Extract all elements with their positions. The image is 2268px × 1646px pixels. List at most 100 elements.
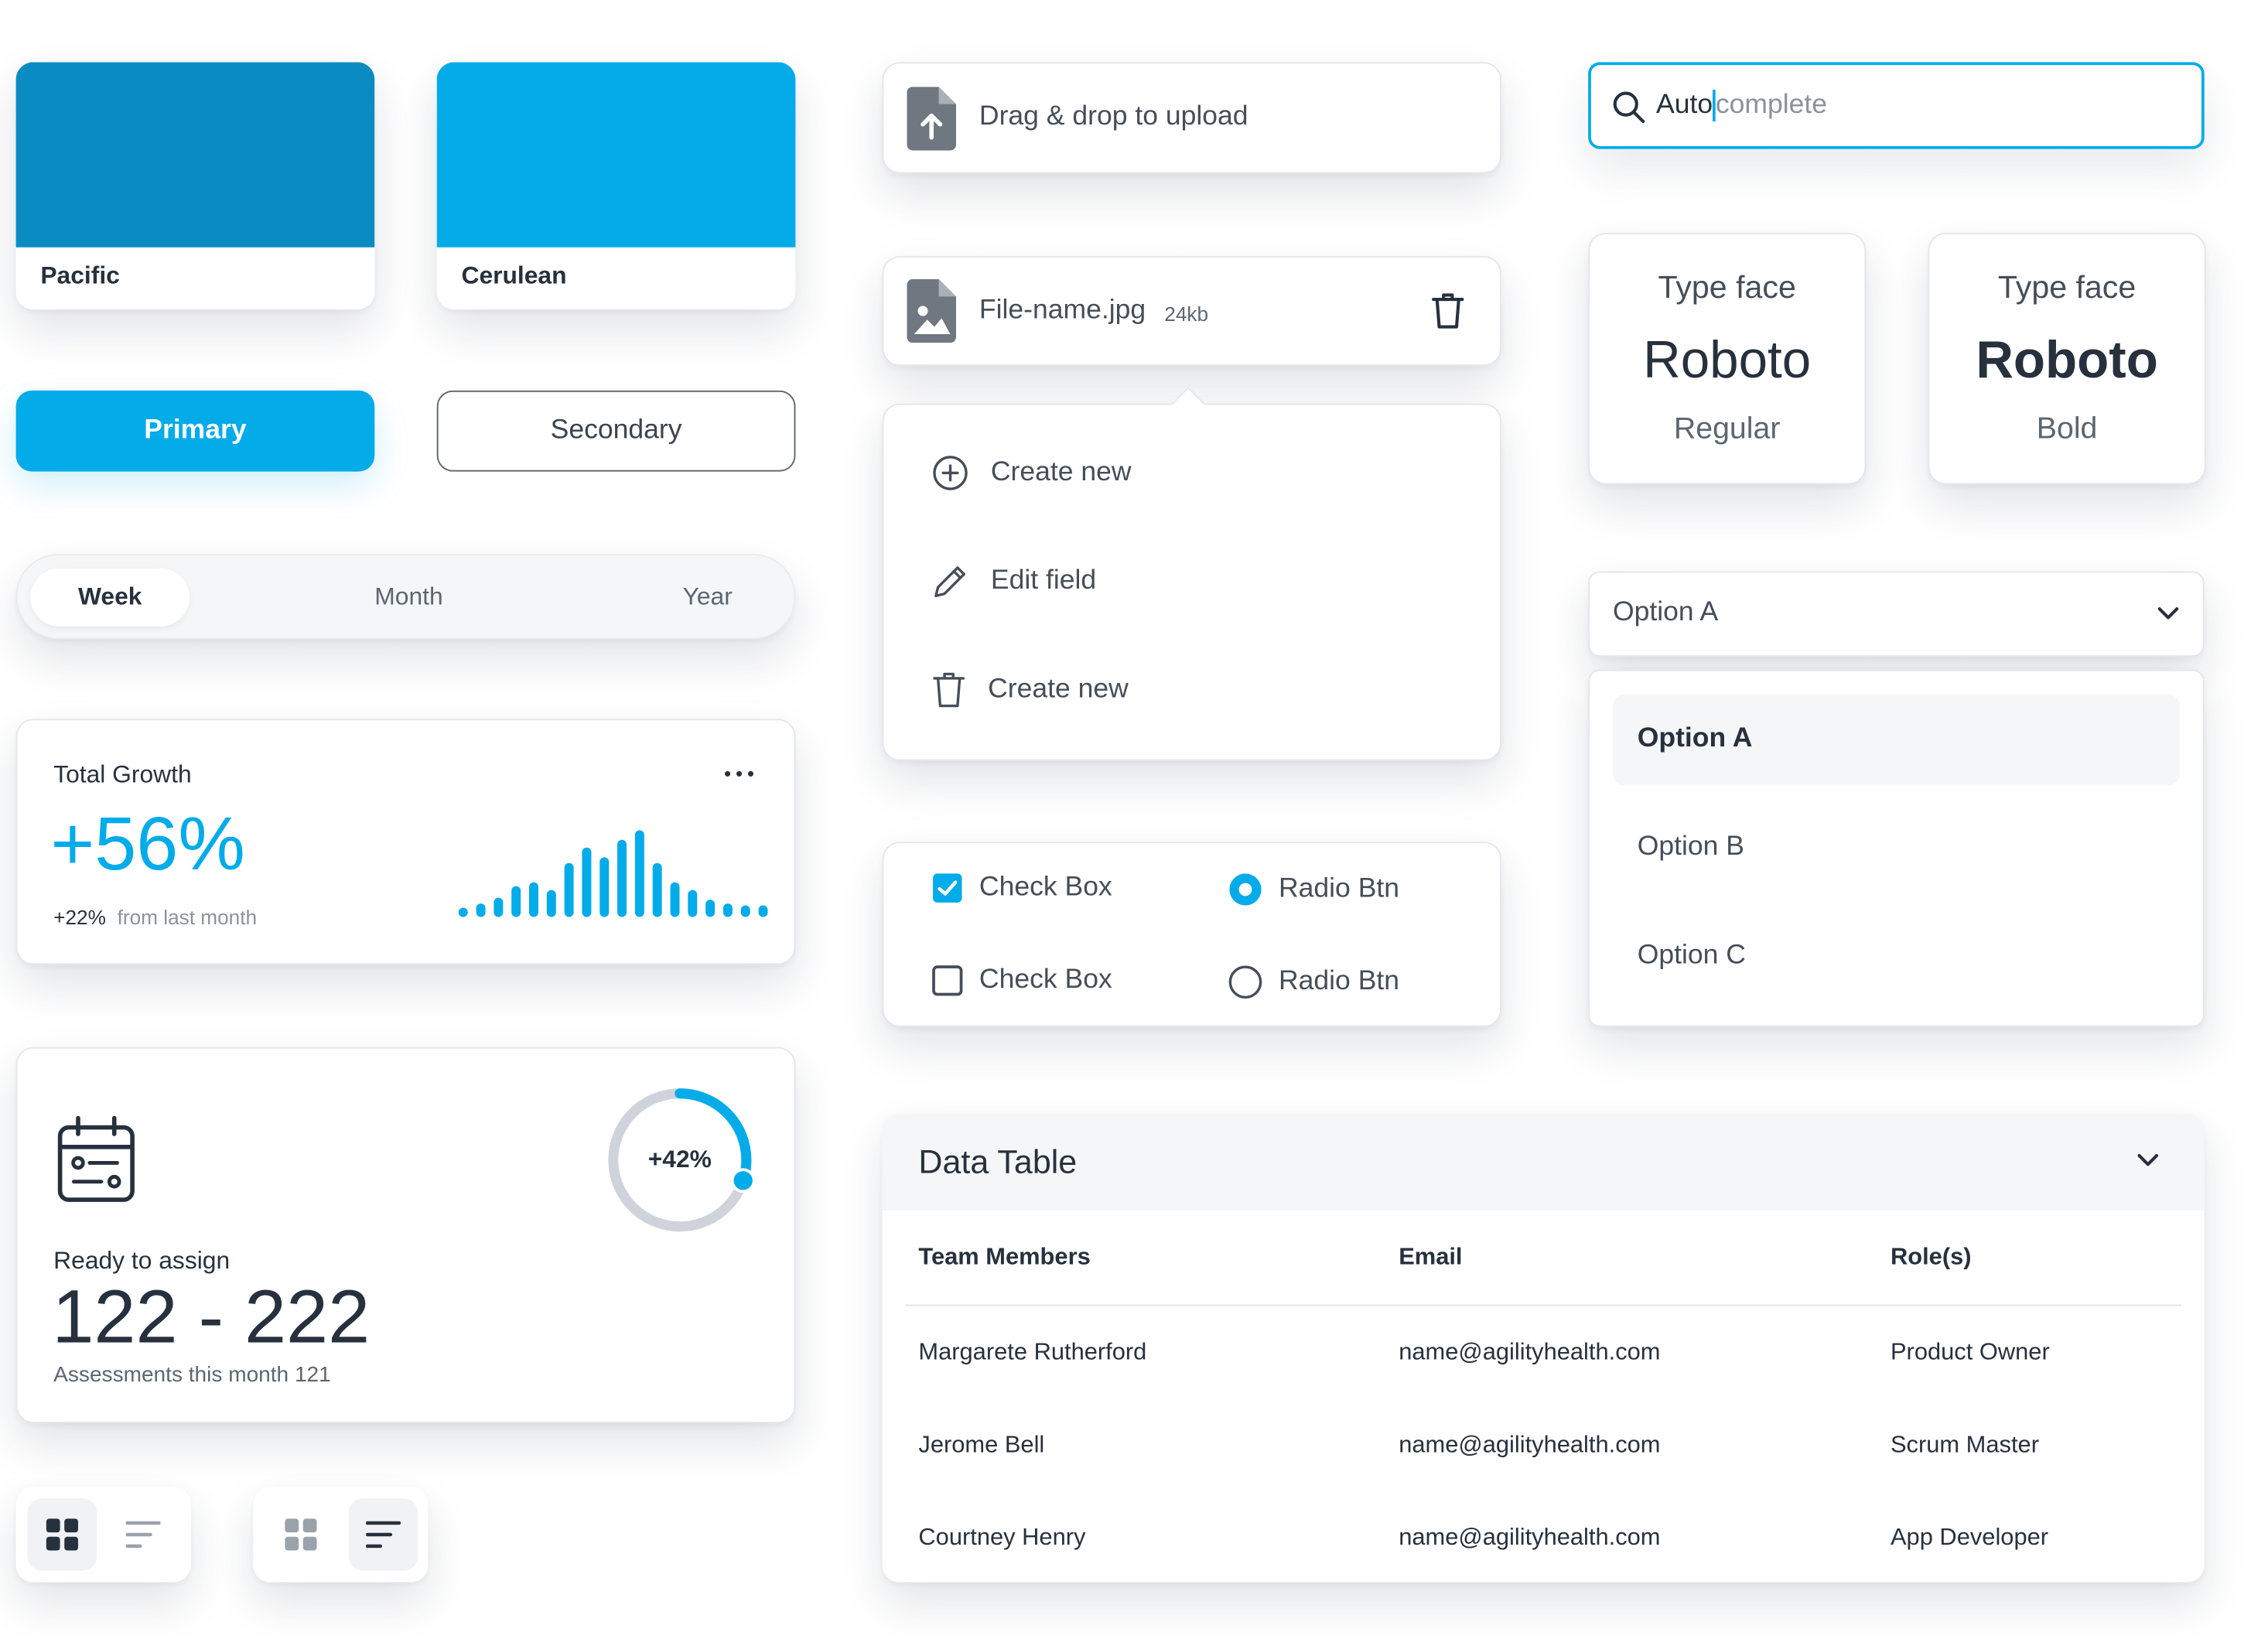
search-typed-text: Auto: [1656, 89, 1713, 121]
period-segmented-control: Week Month Year: [15, 554, 796, 640]
segment-year[interactable]: Year: [682, 582, 733, 611]
option-b[interactable]: Option B: [1637, 832, 1744, 862]
upload-dropzone[interactable]: Drag & drop to upload: [882, 62, 1501, 174]
growth-bar: [529, 882, 538, 917]
growth-bar: [476, 903, 486, 917]
file-image-icon: [907, 278, 957, 343]
swatch-cerulean: Cerulean: [436, 62, 796, 310]
data-table-card: Data Table Team Members Email Role(s) Ma…: [882, 1113, 2205, 1583]
typeface-regular-card: Type face Roboto Regular: [1588, 233, 1867, 485]
growth-bar: [705, 900, 716, 917]
swatch-label: Cerulean: [461, 261, 567, 289]
growth-bar: [722, 903, 733, 917]
menu-item-create-new[interactable]: Create new: [931, 454, 1132, 492]
file-item: File-name.jpg 24kb: [882, 255, 1501, 367]
table-cell: Jerome Bell: [918, 1432, 1045, 1458]
option-selected-bg: [1612, 694, 2180, 786]
growth-bar: [634, 830, 644, 917]
column-header-team-members[interactable]: Team Members: [918, 1244, 1091, 1270]
table-cell: Courtney Henry: [918, 1524, 1086, 1551]
chevron-down-icon[interactable]: [2135, 1151, 2161, 1168]
autocomplete-search[interactable]: Auto complete: [1588, 62, 2205, 149]
view-toggle-grid-active: [15, 1487, 191, 1583]
growth-bar: [617, 839, 627, 917]
swatch-label: Pacific: [40, 261, 120, 289]
menu-item-label: Create new: [990, 456, 1132, 488]
file-name: File-name.jpg: [979, 295, 1146, 326]
checkbox-checked[interactable]: Check Box: [931, 873, 1112, 904]
search-input[interactable]: Auto complete: [1656, 89, 1827, 122]
table-cell: Scrum Master: [1890, 1432, 2039, 1458]
growth-bar: [670, 882, 680, 917]
menu-caret: [1170, 387, 1206, 422]
option-a[interactable]: Option A: [1637, 722, 1753, 754]
radio-checked[interactable]: Radio Btn: [1228, 873, 1399, 907]
trash-icon[interactable]: [1432, 292, 1464, 330]
file-upload-icon: [907, 87, 957, 151]
context-menu: Create new Edit field Create new: [882, 387, 1501, 761]
growth-bar: [740, 905, 750, 917]
search-icon: [1611, 90, 1646, 125]
column-header-roles[interactable]: Role(s): [1890, 1244, 1972, 1270]
radio-unchecked[interactable]: Radio Btn: [1228, 965, 1399, 999]
table-cell: Margarete Rutherford: [918, 1339, 1147, 1366]
view-toggle-list-active: [253, 1487, 429, 1583]
typeface-weight: Regular: [1673, 412, 1781, 446]
growth-bar: [688, 890, 698, 917]
growth-bar: [758, 905, 768, 917]
dropdown-select[interactable]: Option A: [1588, 571, 2205, 657]
checkbox-label: Check Box: [979, 965, 1112, 995]
menu-item-edit-field[interactable]: Edit field: [931, 562, 1096, 600]
trash-icon: [931, 671, 966, 709]
swatch-cerulean-color: [436, 62, 796, 248]
more-horizontal-icon[interactable]: [719, 756, 759, 785]
growth-bar: [564, 862, 574, 917]
column-header-email[interactable]: Email: [1399, 1244, 1463, 1270]
secondary-button[interactable]: Secondary: [436, 390, 796, 472]
growth-bar: [494, 897, 504, 917]
swatch-pacific-color: [15, 62, 375, 248]
table-header-bar: [882, 1113, 2205, 1211]
sort-lines-icon[interactable]: [366, 1518, 401, 1552]
radio-unchecked-icon: [1228, 965, 1263, 999]
menu-item-create-new-2[interactable]: Create new: [931, 671, 1129, 709]
grid-icon[interactable]: [45, 1518, 80, 1552]
table-cell: name@agilityhealth.com: [1399, 1524, 1661, 1551]
growth-delta-row: +22% from last month: [53, 906, 257, 929]
table-cell: name@agilityhealth.com: [1399, 1432, 1661, 1458]
growth-bar: [652, 862, 662, 917]
checkbox-unchecked[interactable]: Check Box: [931, 965, 1112, 996]
dropdown-options: Option A Option B Option C: [1588, 669, 2205, 1027]
typeface-bold-card: Type face Roboto Bold: [1928, 233, 2206, 485]
assign-range: 122 - 222: [52, 1275, 371, 1360]
checkbox-checked-icon: [931, 873, 963, 904]
radio-label: Radio Btn: [1278, 873, 1400, 904]
file-size: 24kb: [1164, 302, 1209, 326]
table-cell: App Developer: [1890, 1524, 2049, 1551]
primary-button[interactable]: Primary: [15, 390, 375, 472]
grid-icon[interactable]: [284, 1518, 319, 1552]
menu-item-label: Create new: [988, 674, 1129, 705]
total-growth-card: Total Growth +56% +22% from last month: [15, 719, 796, 965]
typeface-name: Roboto: [1643, 330, 1812, 390]
ready-to-assign-card: Ready to assign 122 - 222 Assessments th…: [15, 1047, 796, 1423]
typeface-weight: Bold: [2036, 412, 2098, 446]
segment-month[interactable]: Month: [374, 582, 443, 611]
growth-bar: [511, 886, 521, 917]
table-cell: Product Owner: [1890, 1339, 2050, 1366]
selection-controls: Check Box Radio Btn Check Box Radio Btn: [882, 842, 1501, 1027]
table-title: Data Table: [918, 1142, 1078, 1180]
progress-label: +42%: [647, 1145, 712, 1173]
calendar-icon: [56, 1115, 138, 1205]
growth-bar: [546, 890, 556, 917]
option-c[interactable]: Option C: [1637, 940, 1746, 971]
segment-week[interactable]: Week: [77, 582, 142, 611]
table-cell: name@agilityhealth.com: [1399, 1339, 1661, 1366]
segment-active-indicator: [30, 568, 190, 627]
plus-circle-icon: [931, 454, 969, 492]
sort-lines-icon[interactable]: [125, 1518, 161, 1552]
checkbox-unchecked-icon: [931, 965, 963, 996]
text-cursor: [1713, 89, 1716, 122]
table-divider: [905, 1304, 2181, 1307]
toggle-active-bg: [27, 1498, 97, 1571]
